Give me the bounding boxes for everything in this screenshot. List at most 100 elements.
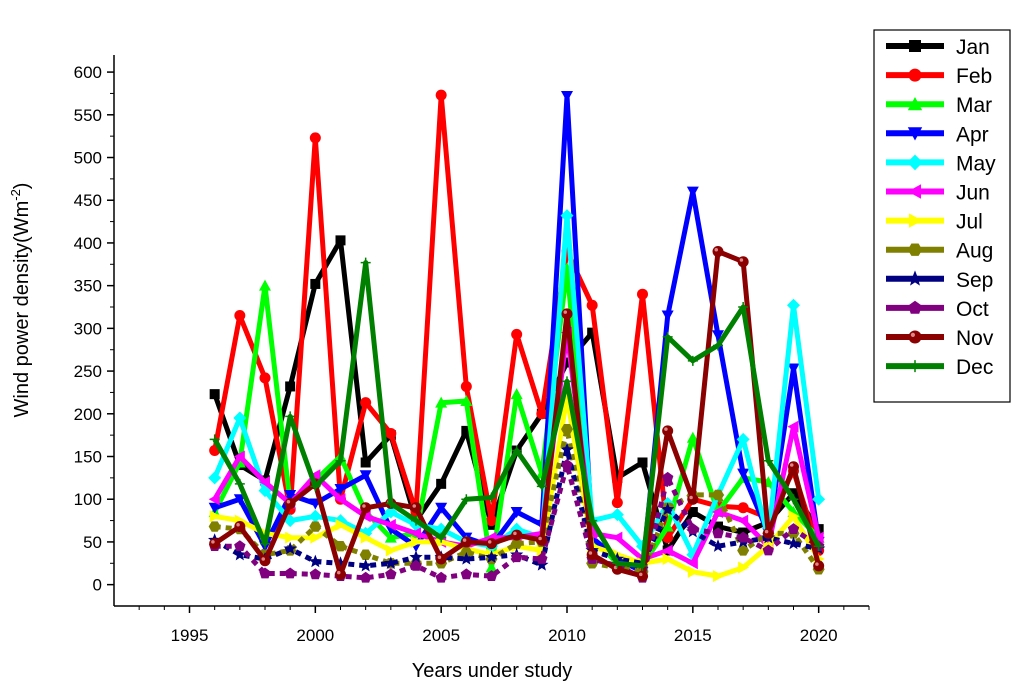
y-tick-label: 450 <box>74 191 102 210</box>
data-point <box>812 531 824 544</box>
legend-item-sep: Sep <box>886 269 993 292</box>
y-tick-label: 500 <box>74 149 102 168</box>
data-point <box>686 186 699 198</box>
data-point <box>712 330 724 342</box>
data-point <box>713 570 724 583</box>
data-point <box>461 494 472 505</box>
data-point <box>360 397 372 409</box>
data-point <box>334 493 346 506</box>
data-point <box>511 445 522 456</box>
x-tick-label: 2000 <box>296 626 334 645</box>
legend-item-jul: Jul <box>886 211 983 234</box>
data-point <box>309 521 322 532</box>
legend-item-mar: Mar <box>886 94 992 117</box>
marker-highlight <box>815 562 819 566</box>
data-point <box>560 209 574 223</box>
data-point <box>536 553 548 564</box>
data-point <box>763 455 774 466</box>
y-tick-label: 600 <box>74 63 102 82</box>
data-point <box>812 492 826 506</box>
data-point <box>510 538 523 549</box>
data-point <box>310 481 321 492</box>
data-point <box>259 279 271 291</box>
data-point <box>611 531 623 544</box>
data-point <box>536 481 547 492</box>
data-point <box>712 506 723 519</box>
data-point <box>411 515 421 526</box>
marker-highlight <box>412 504 416 508</box>
marker-highlight <box>910 332 916 337</box>
data-point <box>283 541 297 555</box>
data-point <box>310 531 322 544</box>
data-point <box>687 523 699 534</box>
data-point <box>712 489 724 501</box>
data-point <box>310 278 321 289</box>
data-point <box>510 551 523 563</box>
data-point <box>511 328 523 340</box>
data-point <box>411 535 422 548</box>
data-point <box>284 489 297 501</box>
data-point <box>285 381 296 392</box>
axes: 0 50 100 150 200 250 300 350 400 450 500 550 600 1995… <box>74 55 870 645</box>
data-point <box>908 300 922 314</box>
data-point <box>460 380 472 392</box>
data-point <box>907 154 923 171</box>
data-point <box>385 427 397 439</box>
data-point <box>687 565 699 578</box>
data-point <box>562 376 572 387</box>
data-point <box>308 509 322 523</box>
y-tick-label: 250 <box>74 362 102 381</box>
data-point <box>234 521 246 533</box>
legend-item-aug: Aug <box>886 240 993 263</box>
data-point <box>909 360 921 373</box>
data-point <box>384 518 396 531</box>
data-point <box>813 541 824 552</box>
data-point <box>510 507 523 519</box>
legend-item-feb: Feb <box>886 65 992 88</box>
legend-label: Apr <box>956 123 989 146</box>
data-point <box>359 571 372 583</box>
marker-highlight <box>211 540 215 544</box>
data-point <box>738 561 750 574</box>
marker-highlight <box>236 523 240 527</box>
data-point <box>637 457 648 468</box>
data-point <box>335 568 346 580</box>
data-point <box>788 494 799 505</box>
data-point <box>736 432 750 446</box>
data-point <box>737 256 749 268</box>
data-point <box>788 461 799 473</box>
data-point <box>335 518 347 531</box>
y-axis-title-text: Wind power density(Wm <box>11 201 33 418</box>
data-point <box>536 408 548 420</box>
data-point <box>536 544 548 557</box>
legend-label: Mar <box>956 94 992 117</box>
data-point <box>687 493 699 505</box>
data-point <box>587 327 598 338</box>
legend-item-may: May <box>886 152 996 175</box>
legend-label: Jul <box>956 211 983 234</box>
series-layer <box>208 89 826 583</box>
marker-highlight <box>437 555 442 560</box>
data-point <box>436 532 447 543</box>
x-tick-label: 2005 <box>422 626 460 645</box>
data-point <box>234 540 246 552</box>
data-point <box>787 420 799 433</box>
data-point <box>662 553 674 566</box>
y-tick-label: 0 <box>93 576 102 595</box>
y-tick-label: 150 <box>74 448 102 467</box>
data-point <box>359 470 372 482</box>
marker-highlight <box>739 258 744 262</box>
data-point <box>459 552 473 565</box>
data-point <box>637 560 648 571</box>
data-point <box>661 310 674 322</box>
data-point <box>385 544 397 557</box>
data-point <box>335 235 346 246</box>
data-point <box>687 507 698 518</box>
data-point <box>661 544 673 557</box>
data-point <box>762 527 774 539</box>
x-axis-title: Years under study <box>412 660 572 682</box>
data-point <box>209 538 221 550</box>
data-point <box>208 471 222 485</box>
legend-label: Dec <box>956 356 993 379</box>
legend: Jan Feb Mar Apr May Jun Jul Aug Sep Oct Nov Dec <box>873 29 1011 403</box>
